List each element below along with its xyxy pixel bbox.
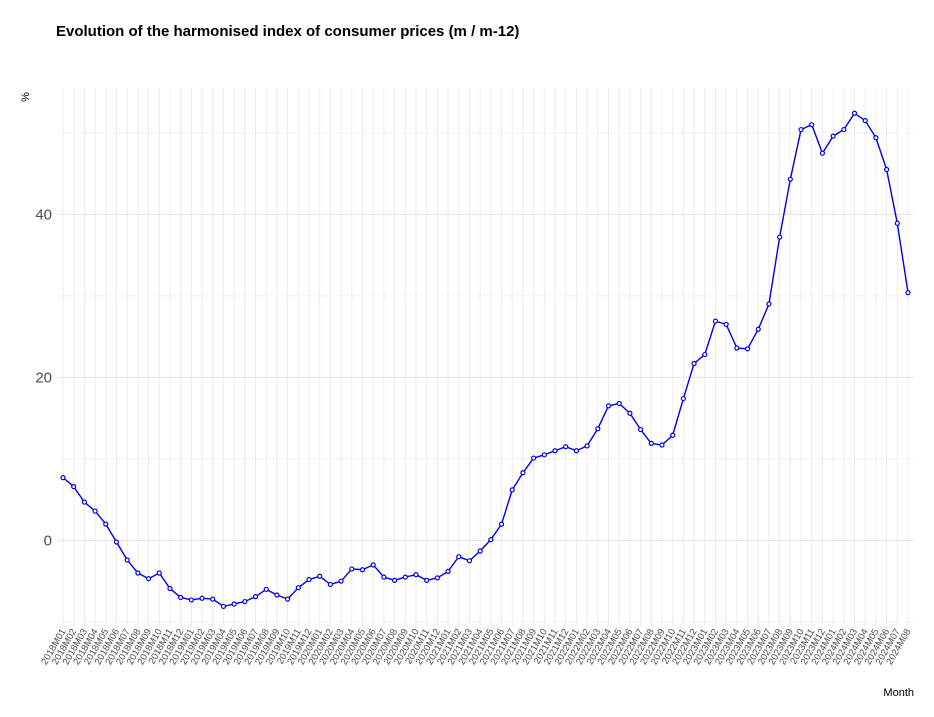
data-point — [434, 575, 440, 581]
data-point — [766, 301, 772, 307]
data-point — [424, 577, 430, 583]
data-point — [520, 470, 526, 476]
data-point — [702, 351, 708, 358]
data-point — [456, 554, 462, 560]
data-point — [862, 118, 868, 124]
data-point — [573, 448, 580, 454]
data-point — [370, 562, 376, 568]
data-point — [541, 452, 547, 458]
data-point — [327, 581, 334, 588]
y-axis-ticks: 0 20 40 — [35, 206, 52, 549]
data-point — [691, 360, 697, 367]
data-point — [274, 592, 280, 598]
data-point — [477, 548, 483, 554]
data-point — [509, 487, 515, 493]
data-point — [637, 426, 644, 433]
data-point — [777, 234, 783, 240]
data-point — [488, 536, 494, 543]
grid — [58, 88, 914, 626]
data-point — [659, 442, 665, 448]
data-point — [744, 346, 751, 352]
data-point — [231, 601, 237, 607]
data-point — [787, 176, 793, 182]
data-point — [156, 570, 162, 576]
y-tick-label: 40 — [35, 206, 52, 223]
data-point — [199, 595, 205, 601]
data-point — [563, 444, 569, 450]
data-point — [680, 395, 686, 402]
data-point — [60, 475, 66, 481]
x-axis-ticks: 2018M012018M022018M032018M042018M052018M… — [39, 627, 913, 667]
data-point — [135, 570, 141, 576]
data-point — [627, 410, 633, 416]
data-point — [306, 576, 312, 583]
data-point — [263, 586, 269, 592]
data-point — [92, 508, 98, 514]
data-point — [103, 521, 109, 527]
data-point — [402, 574, 408, 580]
data-point — [498, 521, 505, 527]
data-point — [648, 440, 654, 447]
data-point — [552, 448, 558, 454]
series-group — [60, 110, 911, 610]
data-point — [723, 321, 729, 327]
data-point — [381, 574, 387, 580]
data-point — [584, 443, 590, 449]
y-axis-label: % — [20, 92, 32, 102]
data-point — [220, 603, 227, 610]
data-point — [167, 585, 173, 592]
data-point — [359, 567, 366, 573]
data-point — [124, 557, 130, 563]
data-point — [809, 122, 815, 128]
data-point — [242, 598, 248, 605]
series-line — [62, 112, 909, 608]
data-point — [894, 220, 900, 226]
data-point — [210, 596, 216, 602]
data-point — [188, 597, 194, 603]
data-point — [830, 133, 836, 139]
data-point — [841, 126, 847, 133]
y-tick-label: 0 — [44, 532, 52, 549]
data-point — [851, 110, 858, 116]
x-axis-label: Month — [883, 687, 914, 699]
data-point — [755, 326, 761, 332]
data-point — [605, 403, 612, 409]
data-point — [178, 594, 184, 601]
data-point — [712, 318, 719, 324]
data-point — [349, 566, 355, 572]
data-point — [317, 573, 323, 579]
data-point — [71, 484, 77, 490]
data-point — [295, 585, 301, 591]
data-point — [81, 499, 87, 505]
data-point — [798, 126, 804, 133]
data-point — [905, 290, 911, 296]
data-point — [466, 558, 473, 564]
data-point — [670, 432, 676, 438]
data-point — [819, 150, 826, 156]
data-point — [445, 568, 451, 574]
data-point — [616, 400, 622, 407]
data-point — [734, 345, 740, 351]
data-point — [884, 166, 890, 173]
data-point — [285, 596, 291, 602]
data-point — [252, 594, 259, 600]
data-point — [531, 455, 537, 461]
data-point — [595, 426, 601, 432]
data-point — [145, 576, 152, 582]
data-point — [338, 578, 344, 584]
data-point — [391, 577, 398, 583]
chart-title: Evolution of the harmonised index of con… — [56, 23, 519, 40]
data-point — [413, 572, 419, 578]
y-tick-label: 20 — [35, 369, 52, 386]
data-point — [873, 135, 879, 141]
data-point — [113, 539, 120, 545]
